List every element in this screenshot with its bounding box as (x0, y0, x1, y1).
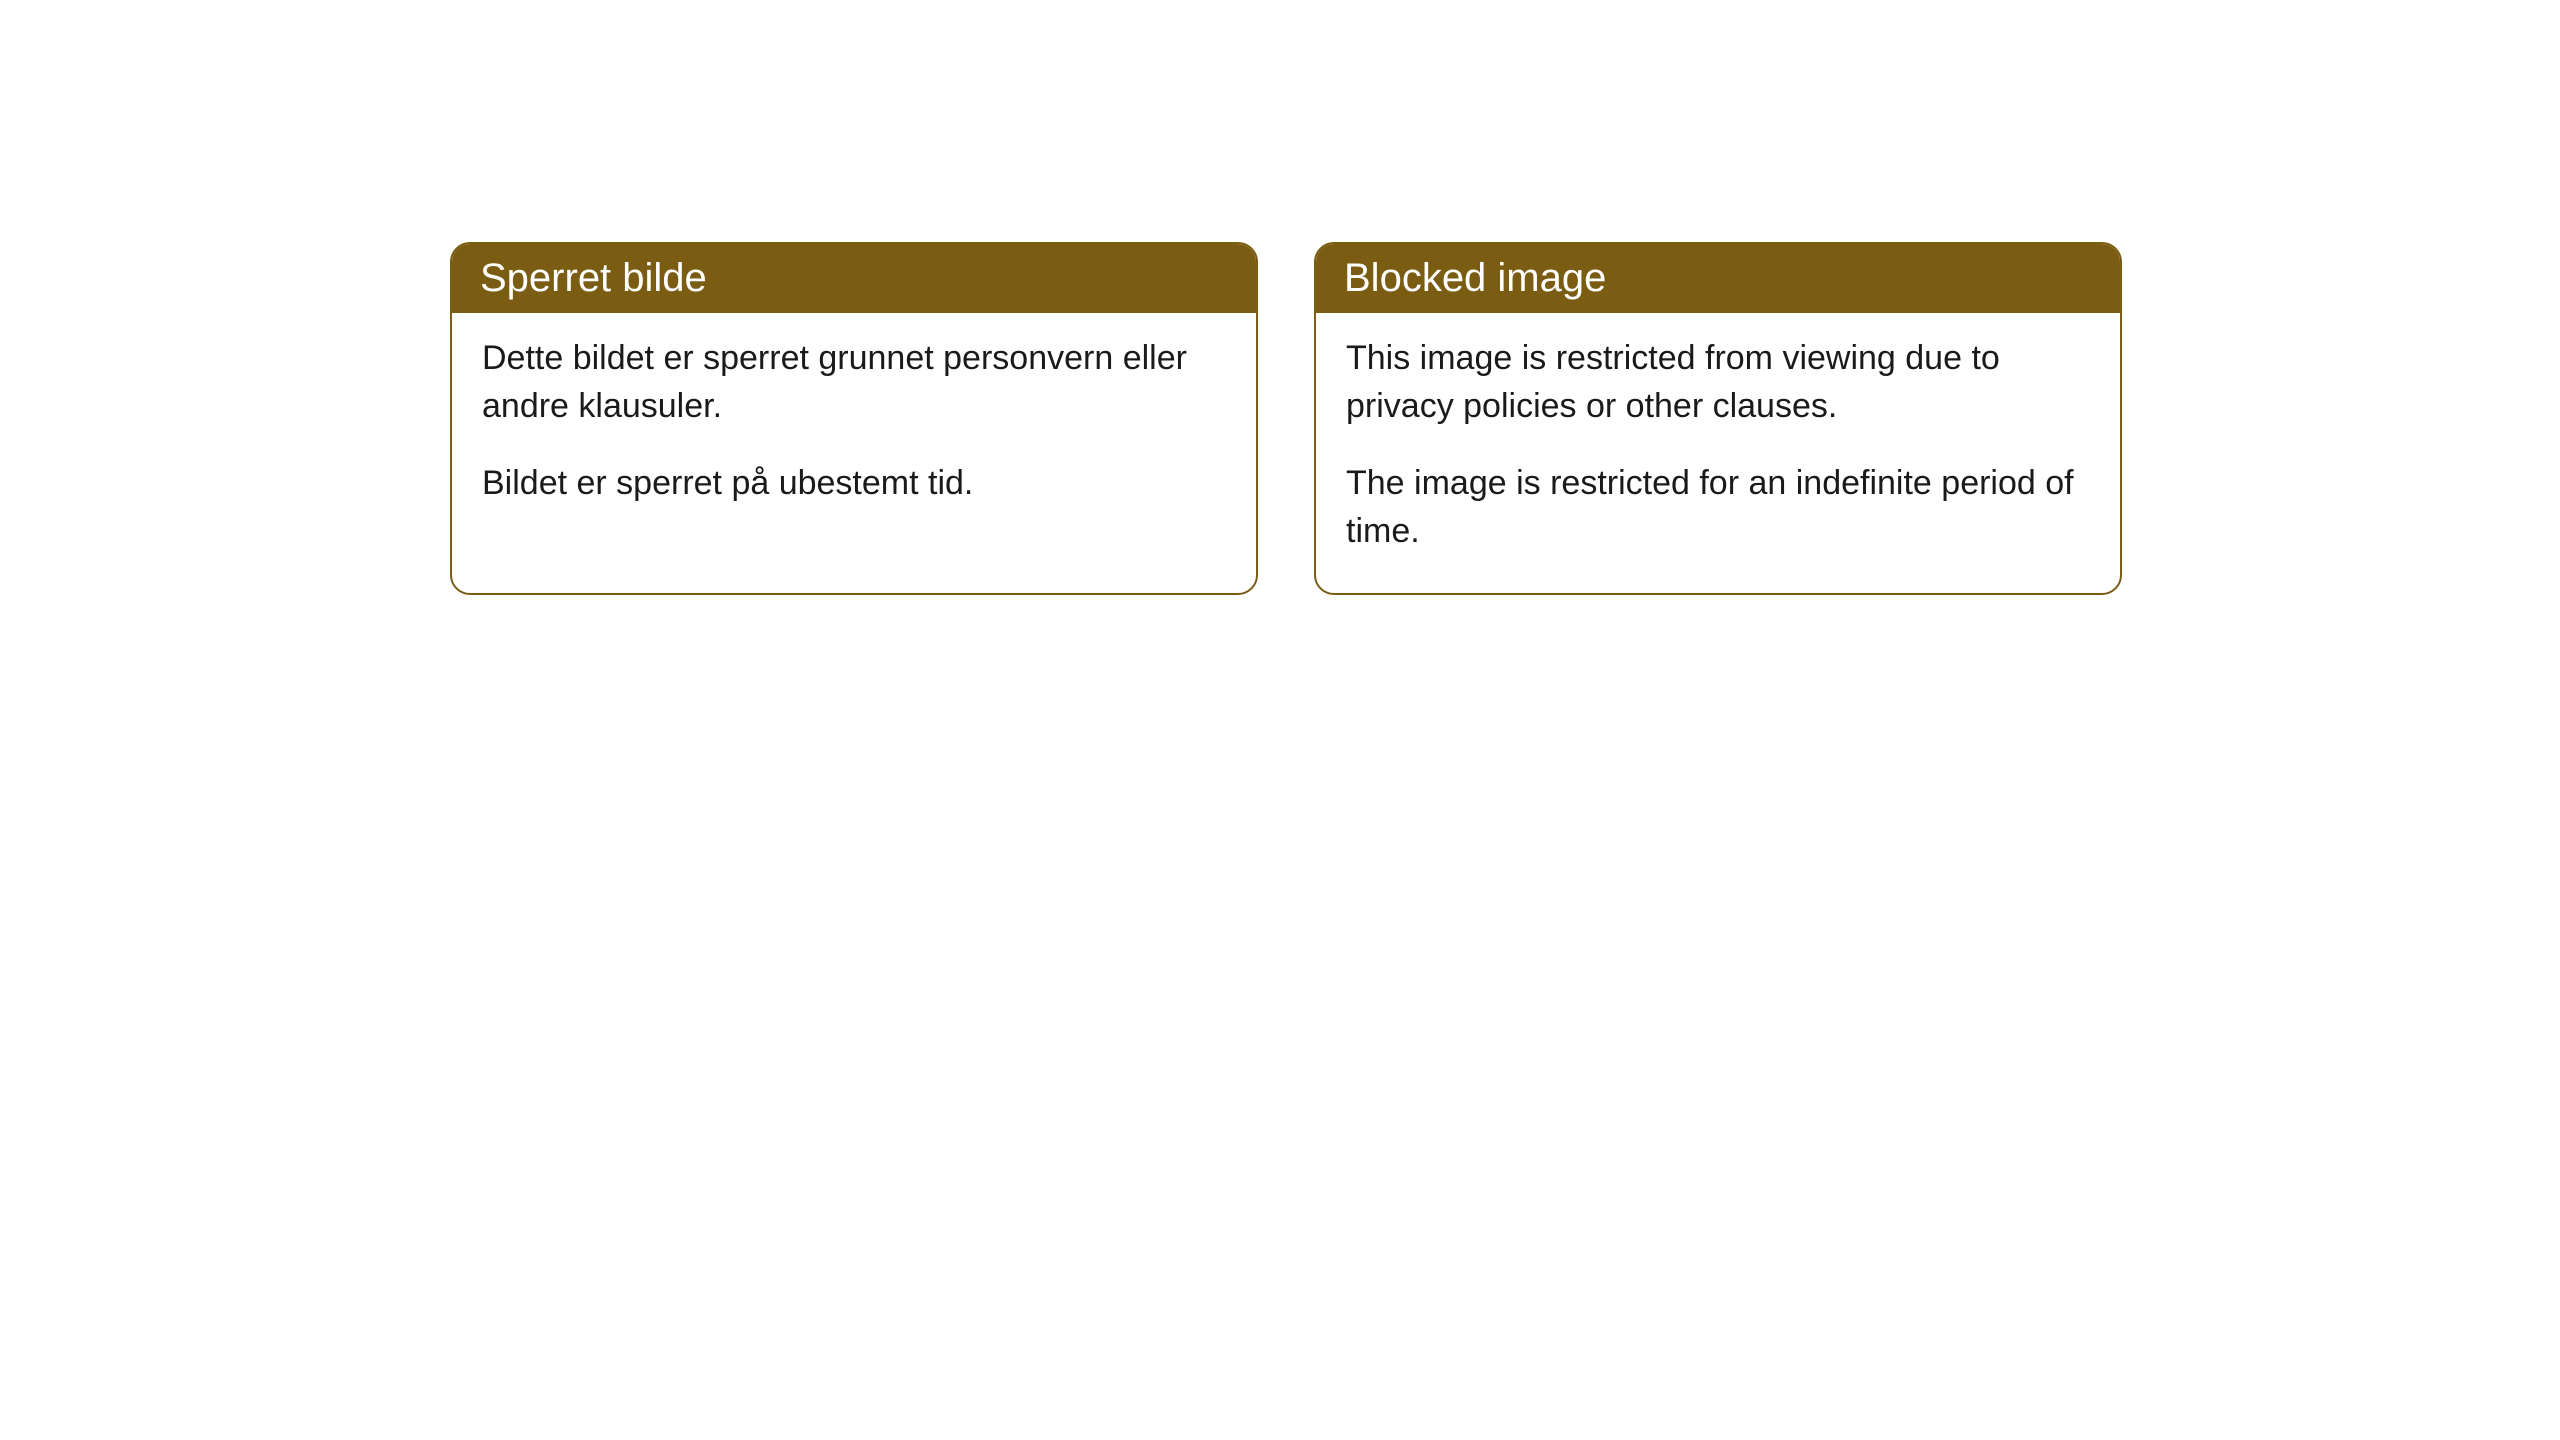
card-body-norwegian: Dette bildet er sperret grunnet personve… (452, 313, 1256, 546)
notice-cards-container: Sperret bilde Dette bildet er sperret gr… (450, 242, 2122, 595)
notice-card-english: Blocked image This image is restricted f… (1314, 242, 2122, 595)
card-paragraph: Dette bildet er sperret grunnet personve… (482, 335, 1226, 430)
card-paragraph: This image is restricted from viewing du… (1346, 335, 2090, 430)
card-title: Blocked image (1344, 256, 1606, 300)
card-paragraph: Bildet er sperret på ubestemt tid. (482, 460, 1226, 508)
card-paragraph: The image is restricted for an indefinit… (1346, 460, 2090, 555)
card-title: Sperret bilde (480, 256, 707, 300)
notice-card-norwegian: Sperret bilde Dette bildet er sperret gr… (450, 242, 1258, 595)
card-header-norwegian: Sperret bilde (452, 244, 1256, 313)
card-body-english: This image is restricted from viewing du… (1316, 313, 2120, 593)
card-header-english: Blocked image (1316, 244, 2120, 313)
